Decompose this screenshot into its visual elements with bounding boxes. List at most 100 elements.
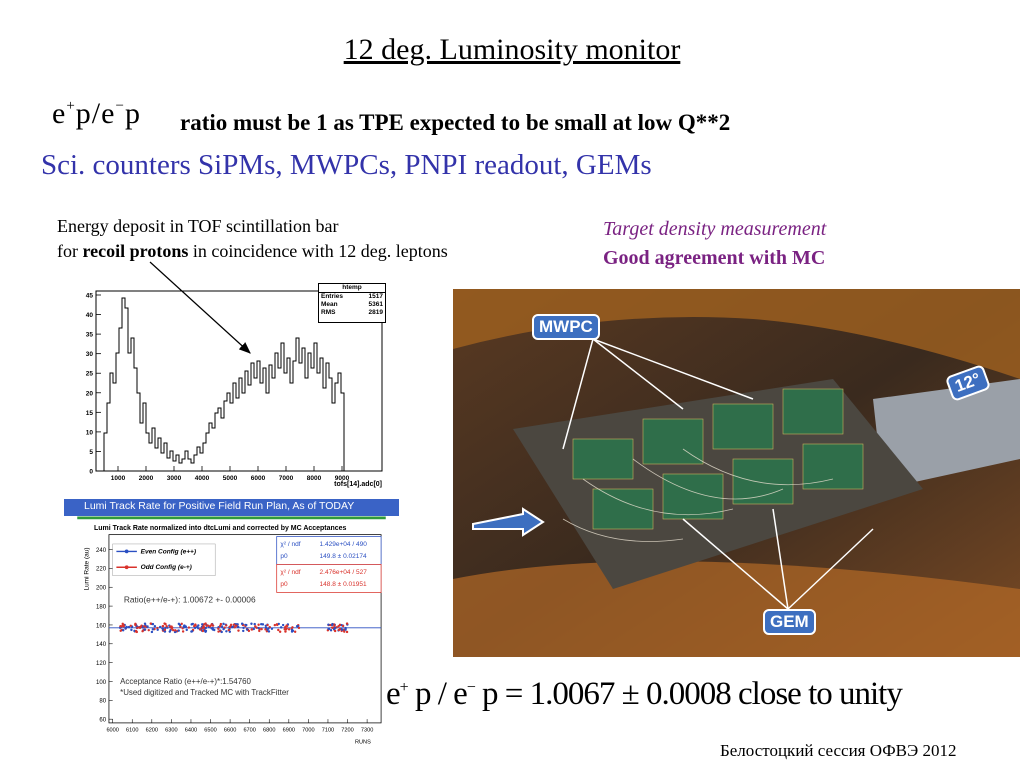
lumi-x-tick: 6100 [126,727,138,733]
lumi-point [204,622,207,625]
subtitle: ratio must be 1 as TPE expected to be sm… [180,110,731,135]
lumi-point [204,629,208,633]
lumi-point [240,622,244,625]
energy-deposit-caption: Energy deposit in TOF scintillation bar … [57,214,448,264]
result-pe: p / e [407,676,468,712]
lumi-point [273,623,277,627]
lumi-legend [112,543,216,576]
histogram-y-tick: 5 [89,449,93,456]
lumi-point [258,629,261,633]
fit-box-red [276,564,382,593]
lumi-point [204,626,208,630]
lumi-plot-title: Lumi Track Rate normalized into dtcLumi … [94,525,347,532]
lumi-x-tick: 6600 [224,727,236,733]
formula-p2: p [124,97,141,130]
lumi-point [134,623,137,627]
lumi-y-label: Lumi Rate (au) [83,547,90,590]
lumi-point [143,625,146,628]
lumi-point [253,622,256,626]
lumi-point [150,630,154,634]
lumi-point [331,622,334,626]
lumi-point [187,626,191,629]
lumi-point [293,630,297,633]
lumi-point [343,630,346,633]
gem-label: GEM [763,609,816,635]
lumi-point [242,626,245,630]
lumi-point [143,628,146,631]
lumi-point [190,623,193,626]
lumi-x-tick: 6200 [146,727,158,733]
lumi-y-tick: 100 [96,680,107,686]
lumi-x-tick: 6800 [263,727,275,733]
fit-blue-p0-label: p0 [280,553,288,560]
stats-name: htemp [319,284,385,293]
lumi-point [257,623,260,626]
lumi-point [228,625,232,628]
lumi-point [190,630,194,633]
lumi-y-tick: 220 [96,567,107,573]
lumi-point [161,627,164,630]
lumi-point [252,627,255,631]
lumi-point [163,622,166,625]
histogram-y-tick: 45 [86,293,94,300]
lumi-point [213,628,216,632]
result-value: p = 1.0067 ± 0.0008 close to unity [474,676,903,712]
lumi-point [211,626,214,630]
histogram-x-tick: 1000 [111,475,126,482]
lumi-point [124,627,127,630]
histogram-x-label: tofs[14].adc[0] [334,481,382,488]
lumi-y-tick: 140 [96,642,107,648]
lumi-point [129,624,132,628]
lumi-point [217,627,220,630]
fit-blue-chi: 1.429e+04 / 490 [320,541,368,548]
lumi-point [281,623,285,627]
target-line-1: Target density measurement [603,218,827,240]
histogram-y-tick: 40 [86,312,94,319]
histogram-x-tick: 8000 [307,475,322,482]
lumi-point [182,625,185,629]
lumi-point [330,626,334,629]
lumi-point [337,628,341,632]
acceptance-line-1: Acceptance Ratio (e++/e-+)*:1.54760 [120,677,251,686]
lumi-point [338,623,342,627]
lumi-point [341,624,345,628]
lumi-point [168,630,172,633]
result-plus: + [399,679,409,696]
lumi-header-bar [64,499,399,516]
lumi-point [136,626,139,630]
lumi-point [284,630,287,633]
lumi-point [198,628,202,631]
lumi-y-tick: 160 [96,623,107,629]
lumi-point [163,630,167,633]
lumi-point [205,624,209,628]
lumi-point [257,626,260,630]
target-line-2: Good agreement with MC [603,247,826,269]
lumi-point [266,623,269,627]
lumi-point [161,624,165,628]
lumi-x-tick: 6300 [165,727,177,733]
lumi-point [242,629,245,633]
lumi-point [193,626,197,630]
histogram-y-tick: 25 [86,371,94,378]
lumi-point [121,629,125,632]
lumi-point [278,630,282,633]
formula-p: p [75,97,92,130]
histogram-y-axis: 0 5 10 15 20 25 30 35 40 45 [86,293,101,476]
histogram-x-tick: 2000 [139,475,154,482]
fit-red-p0-label: p0 [280,581,288,588]
histogram-y-tick: 30 [86,351,94,358]
histogram-x-tick: 5000 [223,475,238,482]
lumi-y-tick: 60 [99,718,106,724]
lumi-point [158,625,162,629]
stats-entries: Entries 1517 [319,293,385,301]
lumi-point [193,624,196,628]
stats-mean: Mean 5361 [319,301,385,309]
lumi-point [267,627,270,630]
histogram-x-tick: 3000 [167,475,182,482]
lumi-point [156,628,159,632]
histogram-x-axis: 1000 2000 3000 4000 5000 6000 7000 8000 9000 [111,466,350,482]
lumi-point [345,630,349,634]
histogram-curve [103,297,345,471]
lumi-point [225,624,228,627]
lumi-point [165,625,168,628]
